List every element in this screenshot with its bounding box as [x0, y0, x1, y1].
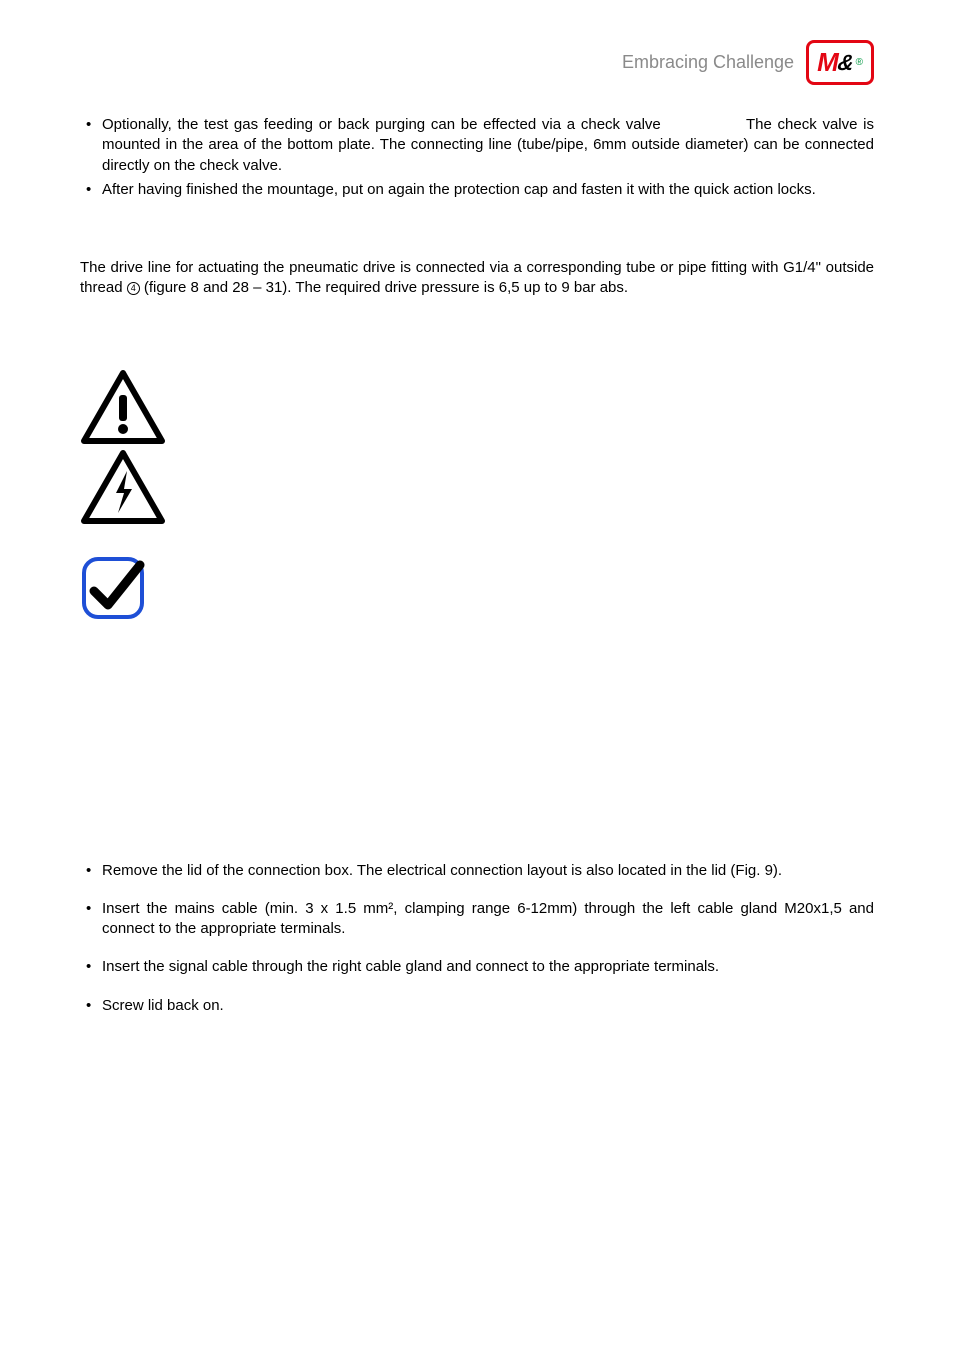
mc-logo: M&® [806, 40, 874, 85]
document-page: Embracing Challenge M&® Optionally, the … [0, 0, 954, 1350]
spacer [80, 529, 874, 555]
checkbox-tick-icon [80, 555, 146, 621]
drive-suffix: (figure 8 and 28 – 31). The required dri… [140, 279, 628, 296]
drive-paragraph: The drive line for actuating the pneumat… [80, 258, 874, 299]
page-header: Embracing Challenge M&® [80, 40, 874, 85]
logo-amp: & [835, 50, 855, 76]
spacer [80, 641, 874, 861]
tagline: Embracing Challenge [622, 52, 794, 73]
warning-symbols [80, 369, 874, 621]
list-item: Optionally, the test gas feeding or back… [80, 115, 874, 176]
warning-voltage-icon [80, 449, 166, 525]
list-item: Remove the lid of the connection box. Th… [80, 861, 874, 881]
top-bullet-list: Optionally, the test gas feeding or back… [80, 115, 874, 200]
logo-reg: ® [856, 57, 863, 68]
list-item: Screw lid back on. [80, 996, 874, 1016]
spacer [80, 218, 874, 258]
list-item: After having finished the mountage, put … [80, 180, 874, 200]
circled-number-icon: 4 [127, 282, 140, 295]
logo-m: M [817, 47, 838, 78]
bottom-bullet-list: Remove the lid of the connection box. Th… [80, 861, 874, 1016]
list-item: Insert the mains cable (min. 3 x 1.5 mm²… [80, 899, 874, 940]
warning-exclamation-icon [80, 369, 166, 445]
list-item: Insert the signal cable through the righ… [80, 957, 874, 977]
